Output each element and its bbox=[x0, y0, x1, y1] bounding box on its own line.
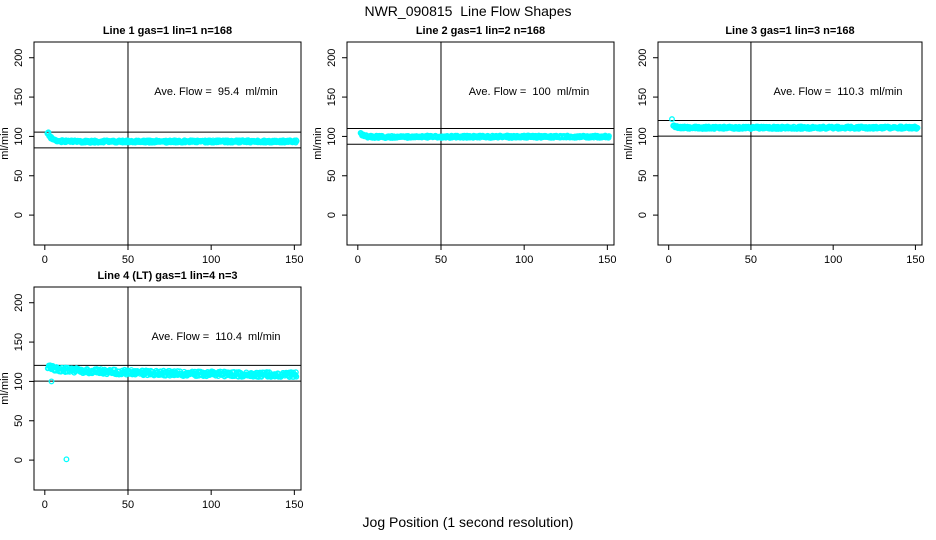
ave-flow-annotation-line-3: Ave. Flow = 110.3 ml/min bbox=[773, 86, 903, 98]
x-tick-label: 100 bbox=[202, 254, 220, 266]
y-axis-title-line-4: ml/min bbox=[0, 372, 11, 404]
outlier-point bbox=[669, 116, 675, 123]
ave-flow-annotation-line-4: Ave. Flow = 110.4 ml/min bbox=[151, 331, 281, 343]
y-axis-title-line-2: ml/min bbox=[312, 127, 324, 159]
y-tick-label: 0 bbox=[326, 212, 338, 218]
panel-plot-line-3: 0 50 100 150 0 50 100 150 200 bbox=[637, 41, 925, 266]
x-tick-label: 0 bbox=[355, 254, 361, 266]
y-tick-label: 150 bbox=[637, 88, 649, 106]
x-tick-label: 0 bbox=[42, 499, 48, 511]
ave-flow-annotation-line-2: Ave. Flow = 100 ml/min bbox=[468, 86, 590, 98]
y-tick-label: 100 bbox=[13, 127, 25, 145]
plot-box bbox=[33, 41, 302, 246]
data-points bbox=[44, 362, 300, 463]
panel-plot-line-1: 0 50 100 150 0 50 100 150 200 bbox=[13, 41, 304, 266]
y-tick-label: 50 bbox=[637, 170, 649, 182]
x-tick-label: 150 bbox=[285, 254, 303, 266]
y-tick-label: 200 bbox=[326, 49, 338, 67]
y-tick-label: 100 bbox=[637, 127, 649, 145]
y-tick-label: 150 bbox=[13, 333, 25, 351]
y-tick-label: 0 bbox=[13, 457, 25, 463]
y-tick-label: 0 bbox=[13, 212, 25, 218]
panel-plot-line-4: 0 50 100 150 0 50 100 150 200 bbox=[13, 286, 304, 511]
x-tick-label: 100 bbox=[515, 254, 533, 266]
x-tick-label: 150 bbox=[906, 254, 924, 266]
data-points bbox=[357, 130, 612, 141]
y-tick-label: 150 bbox=[326, 88, 338, 106]
y-tick-label: 200 bbox=[13, 294, 25, 312]
data-points bbox=[669, 116, 921, 132]
x-tick-label: 50 bbox=[435, 254, 447, 266]
x-axis-label: Jog Position (1 second resolution) bbox=[362, 514, 574, 530]
x-tick-label: 50 bbox=[745, 254, 757, 266]
data-point bbox=[605, 133, 612, 139]
x-tick-label: 0 bbox=[42, 254, 48, 266]
y-tick-label: 150 bbox=[13, 88, 25, 106]
panel-title-line-3: Line 3 gas=1 lin=3 n=168 bbox=[725, 25, 855, 37]
x-tick-label: 0 bbox=[666, 254, 672, 266]
panel-title-line-2: Line 2 gas=1 lin=2 n=168 bbox=[415, 25, 546, 37]
plot-box bbox=[346, 41, 615, 246]
figure-title: NWR_090815 Line Flow Shapes bbox=[364, 3, 572, 19]
y-tick-label: 0 bbox=[637, 212, 649, 218]
data-point bbox=[913, 125, 920, 132]
x-tick-label: 100 bbox=[824, 254, 842, 266]
y-tick-label: 50 bbox=[326, 170, 338, 182]
y-tick-label: 50 bbox=[13, 170, 25, 182]
panel-plot-line-2: 0 50 100 150 0 50 100 150 200 bbox=[326, 41, 617, 266]
panel-title-line-1: Line 1 gas=1 lin=1 n=168 bbox=[102, 25, 233, 37]
plot-box bbox=[33, 286, 302, 491]
data-point bbox=[914, 124, 921, 131]
ave-flow-annotation-line-1: Ave. Flow = 95.4 ml/min bbox=[154, 86, 278, 98]
data-point bbox=[293, 138, 300, 145]
y-tick-label: 200 bbox=[13, 49, 25, 67]
y-tick-label: 50 bbox=[13, 415, 25, 427]
x-tick-label: 100 bbox=[202, 499, 220, 511]
data-point bbox=[292, 369, 299, 376]
y-axis-title-line-1: ml/min bbox=[0, 127, 11, 159]
x-tick-label: 150 bbox=[598, 254, 616, 266]
y-tick-label: 200 bbox=[637, 49, 649, 67]
outlier-point bbox=[63, 456, 70, 463]
y-tick-label: 100 bbox=[326, 127, 338, 145]
x-tick-label: 150 bbox=[285, 499, 303, 511]
x-tick-label: 50 bbox=[122, 254, 134, 266]
panel-title-line-4: Line 4 (LT) gas=1 lin=4 n=3 bbox=[97, 270, 238, 282]
x-tick-label: 50 bbox=[122, 499, 134, 511]
y-axis-title-line-3: ml/min bbox=[623, 127, 635, 159]
data-points bbox=[44, 129, 300, 146]
y-tick-label: 100 bbox=[13, 372, 25, 390]
plot-box bbox=[657, 41, 923, 246]
outlier-point bbox=[48, 378, 55, 385]
